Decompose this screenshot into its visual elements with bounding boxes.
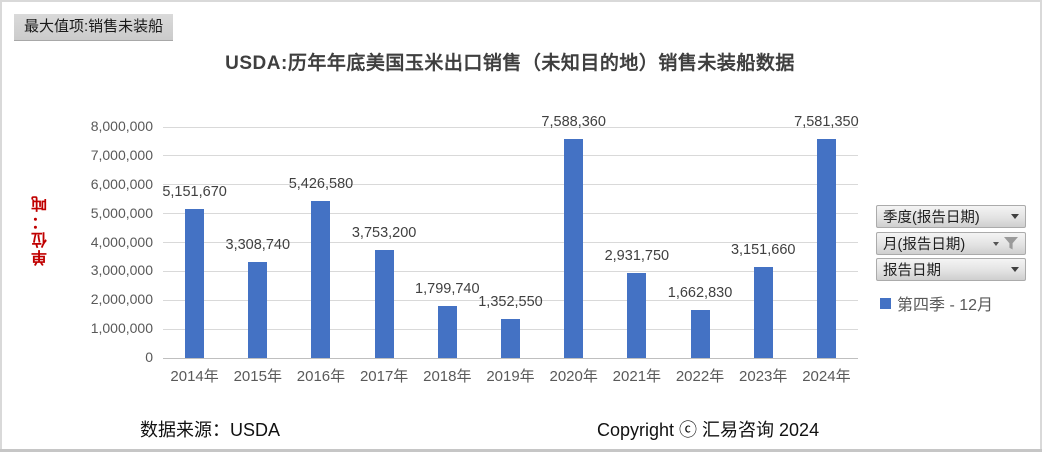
bar-value-label: 5,426,580	[288, 176, 354, 193]
copyright-text: Copyright ⓒ 汇易咨询 2024	[597, 420, 820, 440]
bar-2021年	[627, 273, 647, 358]
x-tick-label: 2020年	[549, 368, 598, 385]
bar-value-label: 3,308,740	[225, 237, 291, 254]
x-tick-label: 2018年	[423, 368, 472, 385]
bar-value-label: 3,151,660	[730, 241, 796, 258]
gridline	[163, 155, 858, 157]
filter-button-3[interactable]: 报告日期	[876, 258, 1026, 281]
bar-2016年	[311, 201, 331, 358]
x-tick-label: 2014年	[170, 368, 219, 385]
filter-button-label: 季度(报告日期)	[883, 210, 980, 226]
y-tick-label: 1,000,000	[90, 320, 153, 337]
legend-swatch	[880, 297, 891, 309]
bar-2023年	[753, 266, 773, 358]
x-tick-label: 2024年	[802, 368, 851, 385]
legend-label: 第四季 - 12月	[897, 297, 994, 314]
x-tick-label: 2022年	[675, 368, 725, 385]
y-axis-title: 单位：吨	[33, 194, 50, 266]
max-value-field-tag: 最大值项:销售未装船	[14, 14, 174, 41]
bar-2014年	[185, 209, 205, 358]
chart-title: USDA:历年年底美国玉米出口销售（未知目的地）销售未装船数据	[225, 53, 795, 74]
bar-2022年	[690, 309, 710, 358]
gridline	[163, 184, 858, 186]
y-tick-label: 8,000,000	[90, 118, 153, 134]
y-tick-label: 5,000,000	[90, 204, 153, 221]
bar-value-label: 7,588,360	[541, 113, 606, 130]
bar-2018年	[437, 306, 457, 358]
bar-2020年	[564, 138, 584, 358]
gridline	[163, 270, 858, 272]
bar-value-label: 7,581,350	[794, 114, 859, 131]
chevron-down-icon	[1011, 214, 1019, 219]
gridline	[163, 299, 858, 301]
chevron-down-icon	[1011, 267, 1019, 272]
filter-button-2[interactable]: 月(报告日期)	[876, 232, 1026, 255]
x-tick-label: 2015年	[233, 368, 282, 385]
window-bottom-edge	[0, 449, 1042, 452]
y-tick-label: 2,000,000	[90, 291, 153, 308]
filter-funnel-icon	[1004, 237, 1018, 250]
filter-button-label: 报告日期	[883, 263, 941, 279]
bar-value-label: 3,753,200	[351, 224, 417, 241]
bar-value-label: 5,151,670	[162, 184, 227, 201]
x-tick-label: 2023年	[739, 368, 788, 385]
x-tick-label: 2016年	[296, 368, 346, 385]
y-tick-label: 4,000,000	[90, 233, 153, 250]
gridline	[163, 242, 858, 243]
legend: 第四季 - 12月	[880, 291, 993, 315]
bar-value-label: 1,799,740	[415, 281, 480, 298]
chevron-down-icon	[993, 241, 999, 246]
y-tick-label: 7,000,000	[90, 146, 153, 163]
bar-2017年	[374, 249, 394, 358]
gridline	[163, 357, 858, 359]
y-tick-label: 6,000,000	[90, 175, 153, 192]
x-tick-label: 2017年	[359, 368, 409, 385]
bar-value-label: 2,931,750	[604, 248, 670, 265]
gridline	[163, 213, 858, 215]
bar-value-label: 1,662,830	[667, 284, 733, 301]
filter-button-label: 月(报告日期)	[883, 237, 966, 253]
gridline	[163, 126, 858, 128]
filter-button-1[interactable]: 季度(报告日期)	[876, 205, 1026, 228]
x-tick-label: 2019年	[486, 368, 535, 385]
bar-value-label: 1,352,550	[478, 293, 543, 310]
bar-2015年	[248, 262, 268, 358]
bar-2024年	[816, 139, 836, 358]
y-tick-label: 3,000,000	[90, 262, 153, 279]
y-tick-label: 0	[145, 349, 153, 365]
x-tick-label: 2021年	[612, 368, 662, 385]
bar-2019年	[501, 318, 520, 358]
data-source-text: 数据来源：USDA	[140, 420, 281, 440]
